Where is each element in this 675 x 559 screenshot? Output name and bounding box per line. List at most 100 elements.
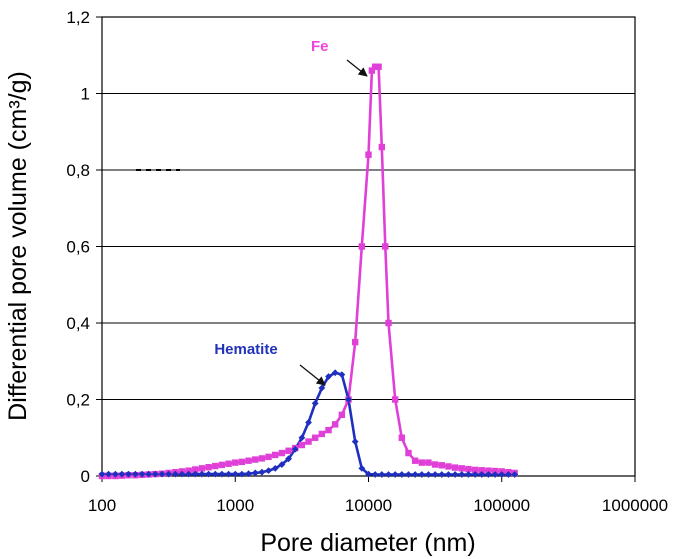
data-point-hematite bbox=[451, 471, 459, 478]
data-point-fe bbox=[258, 455, 266, 462]
y-tick-label: 0,6 bbox=[66, 238, 90, 257]
data-point-fe bbox=[485, 467, 492, 474]
y-tick-label: 0 bbox=[81, 467, 90, 486]
data-point-fe bbox=[252, 456, 259, 463]
data-point-fe bbox=[232, 459, 239, 466]
data-point-hematite bbox=[145, 470, 153, 478]
data-point-hematite bbox=[358, 464, 366, 472]
data-point-hematite bbox=[345, 396, 352, 403]
data-point-hematite bbox=[325, 373, 332, 380]
data-point-hematite bbox=[398, 471, 406, 478]
data-point-fe bbox=[375, 63, 382, 70]
data-point-fe bbox=[245, 457, 252, 464]
data-point-hematite bbox=[485, 471, 492, 478]
data-point-hematite bbox=[418, 471, 426, 478]
data-point-hematite bbox=[425, 471, 432, 478]
data-point-hematite bbox=[198, 470, 206, 478]
data-point-hematite bbox=[318, 384, 326, 392]
data-point-hematite bbox=[331, 369, 339, 377]
data-point-fe bbox=[298, 441, 306, 449]
data-point-fe bbox=[368, 67, 376, 74]
data-point-fe bbox=[192, 466, 199, 473]
data-point-hematite bbox=[245, 470, 252, 478]
data-point-fe bbox=[438, 462, 445, 469]
data-point-fe bbox=[371, 63, 379, 70]
data-point-hematite bbox=[211, 470, 219, 478]
data-point-fe bbox=[431, 461, 439, 468]
data-point-hematite bbox=[498, 471, 506, 478]
data-point-hematite bbox=[305, 419, 312, 426]
data-point-fe bbox=[385, 319, 392, 327]
data-point-hematite bbox=[131, 470, 139, 478]
x-tick-label: 10000 bbox=[345, 496, 392, 515]
data-point-hematite bbox=[205, 470, 213, 478]
annotation-hematite: Hematite bbox=[214, 341, 277, 358]
data-point-fe bbox=[465, 465, 472, 473]
data-point-hematite bbox=[311, 399, 319, 407]
data-point-hematite bbox=[385, 471, 392, 478]
data-point-hematite bbox=[405, 471, 412, 478]
y-tick-label: 1 bbox=[81, 85, 90, 104]
gridlines bbox=[102, 93, 635, 400]
data-point-fe bbox=[378, 143, 386, 151]
data-point-fe bbox=[491, 467, 499, 475]
data-point-hematite bbox=[391, 471, 399, 478]
data-point-fe bbox=[382, 243, 389, 250]
y-axis-title: Differential pore volume (cm³/g) bbox=[4, 71, 32, 421]
data-point-fe bbox=[418, 459, 426, 466]
data-point-fe bbox=[265, 453, 272, 461]
data-point-hematite bbox=[291, 445, 299, 453]
data-point-fe bbox=[238, 458, 246, 466]
data-point-fe bbox=[272, 451, 279, 459]
data-point-hematite bbox=[265, 467, 272, 475]
data-point-fe bbox=[198, 465, 206, 472]
y-tick-label: 0,4 bbox=[66, 314, 90, 333]
data-point-hematite bbox=[445, 471, 452, 478]
data-point-fe bbox=[358, 243, 366, 250]
data-point-hematite bbox=[298, 434, 306, 442]
x-axis-title: Pore diameter (nm) bbox=[260, 529, 475, 557]
data-point-hematite bbox=[138, 470, 146, 478]
data-point-fe bbox=[451, 464, 459, 471]
annotation-arrow-hematite bbox=[299, 364, 326, 386]
x-tick-label: 1000 bbox=[216, 496, 254, 515]
data-point-fe bbox=[365, 151, 372, 158]
data-point-hematite bbox=[105, 470, 112, 478]
data-point-fe bbox=[411, 457, 419, 464]
data-point-hematite bbox=[458, 471, 466, 478]
data-point-hematite bbox=[271, 464, 279, 472]
data-point-hematite bbox=[238, 470, 246, 478]
data-point-fe bbox=[405, 449, 412, 457]
x-tick-label: 100000 bbox=[473, 496, 530, 515]
data-point-fe bbox=[398, 434, 406, 441]
data-point-hematite bbox=[511, 471, 519, 478]
y-tick-label: 0,2 bbox=[66, 391, 90, 410]
data-point-fe bbox=[318, 430, 326, 438]
annotation-fe: Fe bbox=[311, 38, 329, 55]
data-point-hematite bbox=[365, 470, 372, 478]
data-point-fe bbox=[338, 411, 346, 418]
data-point-hematite bbox=[191, 470, 199, 478]
data-point-hematite bbox=[351, 438, 359, 445]
data-point-hematite bbox=[465, 471, 472, 478]
data-point-hematite bbox=[438, 471, 446, 478]
data-point-fe bbox=[425, 459, 432, 466]
data-point-hematite bbox=[125, 470, 132, 478]
series-line-fe bbox=[102, 65, 515, 478]
data-point-hematite bbox=[151, 470, 159, 478]
data-point-hematite bbox=[178, 470, 186, 478]
data-point-fe bbox=[311, 434, 319, 441]
data-point-fe bbox=[351, 338, 359, 346]
annotations: Fe Hematite bbox=[214, 38, 368, 386]
data-point-fe bbox=[478, 467, 485, 474]
data-point-hematite bbox=[218, 470, 226, 478]
data-point-hematite bbox=[505, 471, 512, 478]
data-point-hematite bbox=[171, 470, 179, 478]
data-point-hematite bbox=[491, 471, 499, 478]
data-point-hematite bbox=[158, 470, 166, 478]
data-point-fe bbox=[218, 461, 226, 469]
data-point-hematite bbox=[225, 470, 232, 478]
data-point-hematite bbox=[278, 461, 286, 468]
data-point-hematite bbox=[258, 468, 266, 476]
